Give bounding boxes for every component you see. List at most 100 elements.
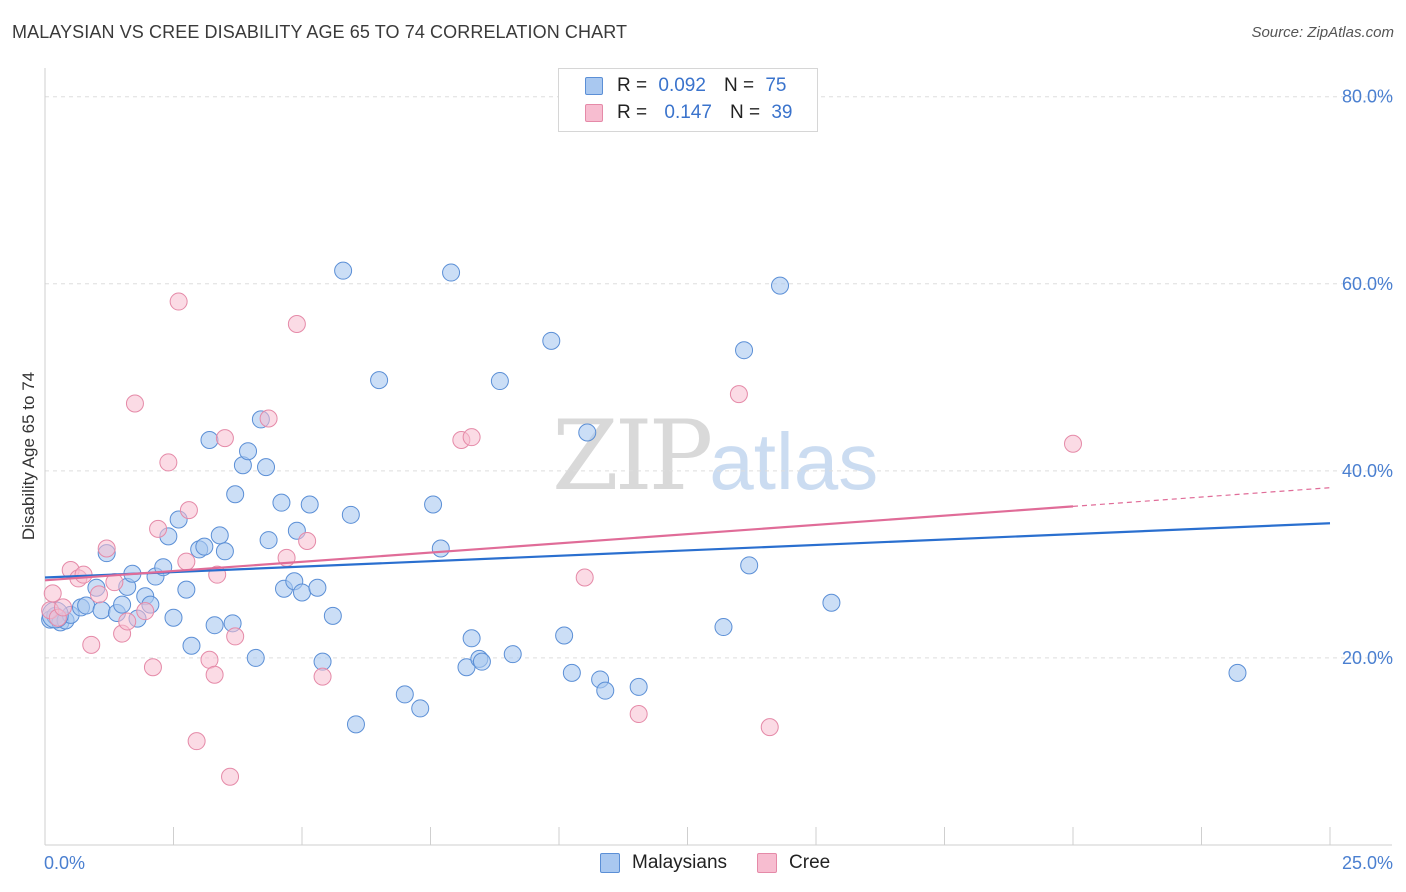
cree-trend-line [44,505,1074,582]
stats-row-cree: R = 0.147 N = 39 [585,100,792,126]
malaysians-point [490,372,509,391]
malaysians-point [300,495,319,514]
malaysians-point [215,542,234,561]
cree-point [575,568,594,587]
malaysians-point [313,652,332,671]
malaysians-point [246,648,265,667]
malaysians-point [308,578,327,597]
grid-lines [45,96,1392,659]
cree-point [179,501,198,520]
n-value: 75 [765,75,787,96]
malaysians-point [596,681,615,700]
malaysians-point [735,341,754,360]
cree-point [729,385,748,404]
n-label: N = [723,75,755,96]
series-legend: Malaysians Cree [600,852,860,874]
malaysians-point [555,626,574,645]
malaysians-point [370,371,389,390]
malaysians-point [257,458,276,477]
malaysians-point [341,505,360,524]
malaysians-point [740,556,759,575]
cree-point [118,612,137,631]
cree-legend-swatch [757,853,778,873]
malaysians-point [177,580,196,599]
malaysians-point [462,629,481,648]
legend-item-malaysians: Malaysians [600,852,727,874]
malaysians-point [771,276,790,295]
r-value: 0.147 [664,102,712,123]
cree-point [629,705,648,724]
y-axis-title: Disability Age 65 to 74 [19,372,38,540]
cree-point [313,667,332,686]
cree-point [125,394,144,413]
malaysians-point [239,442,258,461]
cree-point [215,429,234,448]
r-label: R = [617,102,648,123]
cree-point [53,598,72,617]
cree-point [760,718,779,737]
malaysians-point [503,645,522,664]
malaysians-point [822,593,841,612]
cree-point [43,584,62,603]
cree-point [462,428,481,447]
x-tick-label: 0.0% [44,853,85,873]
cree-point [149,519,168,538]
stats-row-malaysians: R = 0.092 N = 75 [585,73,786,99]
malaysians-point [210,526,229,545]
cree-point [200,650,219,669]
chart-title: MALAYSIAN VS CREE DISABILITY AGE 65 TO 7… [12,22,628,42]
axes [44,68,1392,846]
y-tick-label: 40.0% [1342,461,1393,481]
cree-point [82,635,101,654]
malaysians-point [182,636,201,655]
legend-item-cree: Cree [757,852,830,874]
cree-point [97,539,116,558]
malaysians-point [259,531,278,550]
malaysians-point [714,618,733,637]
cree-trend-extension [1072,487,1331,507]
n-label: N = [729,102,761,123]
cree-points [41,292,1082,786]
malaysians-point [424,495,443,514]
malaysians-point [411,699,430,718]
malaysians-point [334,261,353,280]
n-value: 39 [771,102,793,123]
cree-point [159,453,178,472]
malaysians-legend-swatch [600,853,620,873]
source-label: Source: ZipAtlas.com [1251,24,1394,41]
malaysians-point [346,715,365,734]
malaysians-point [578,423,597,442]
cree-point [89,585,108,604]
legend-label-cree: Cree [789,852,831,873]
cree-point [259,409,278,428]
malaysians-point [472,652,491,671]
malaysians-point [431,539,450,558]
y-tick-label: 60.0% [1342,274,1393,294]
tick-labels: 20.0% 40.0% 60.0% 80.0% 0.0% 25.0% [44,87,1393,873]
malaysians-point [272,493,291,512]
cree-point [205,665,224,684]
malaysians-point [1228,663,1247,682]
trend-lines [44,487,1331,582]
malaysians-point [164,608,183,627]
cree-point [298,532,317,551]
malaysians-point [395,685,414,704]
cree-point [1064,434,1082,453]
cree-point [287,315,306,334]
legend-label-malaysians: Malaysians [632,852,728,873]
malaysians-point [195,537,214,556]
malaysians-point [323,606,342,625]
malaysians-point [562,663,581,682]
malaysians-point [92,601,111,620]
cree-point [226,627,245,646]
malaysians-point [113,595,132,614]
malaysians-point [293,583,311,602]
r-value: 0.092 [658,75,706,96]
cree-point [136,602,155,621]
cree-swatch [585,104,603,122]
malaysians-point [205,616,224,635]
malaysians-trend-line [44,522,1331,579]
malaysians-point [629,677,648,696]
cree-point [143,658,162,677]
malaysians-point [542,331,561,350]
